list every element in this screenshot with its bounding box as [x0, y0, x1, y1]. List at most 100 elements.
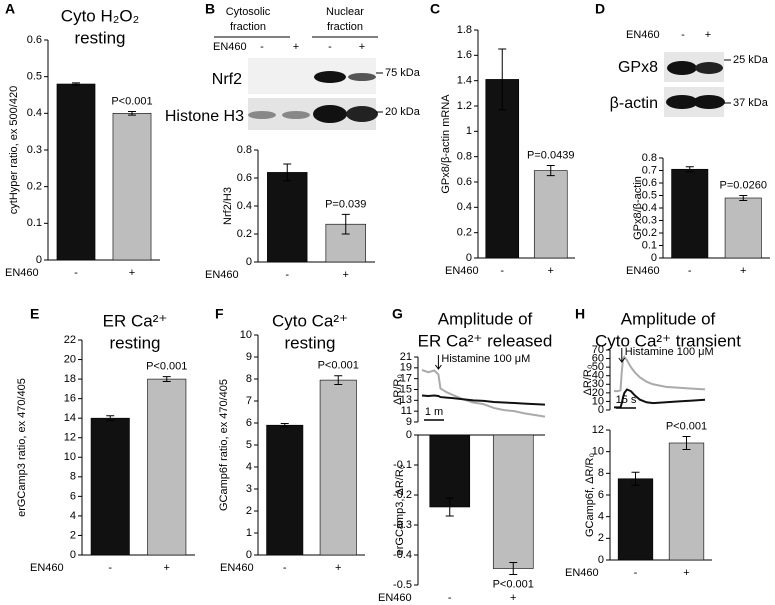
lane: +: [705, 29, 711, 41]
y-tick-label: 2: [246, 505, 252, 517]
blot-column: fraction: [327, 21, 363, 33]
marker: 75 kDa: [385, 67, 421, 79]
x-tick-label: -: [74, 267, 78, 279]
y-tick-label: 0: [246, 549, 252, 561]
y-axis-label: Nrf2/H3: [222, 187, 234, 225]
p-value: P=0.0260: [720, 179, 767, 191]
error-bar: [682, 436, 691, 450]
panel-letter: D: [595, 1, 605, 17]
y-tick-label: 5: [246, 439, 252, 451]
bar: [112, 113, 152, 261]
y-axis-label: GPx8/β-actin: [632, 176, 644, 240]
chart-title: ER Ca²⁺ released: [418, 331, 553, 350]
chart-title: ER Ca²⁺: [103, 311, 168, 330]
panel-letter: A: [5, 1, 15, 17]
error-bar: [445, 497, 454, 517]
y-tick-label: 0.4: [27, 107, 42, 119]
error-bar: [685, 166, 694, 173]
error-bar: [162, 376, 171, 383]
error-bar: [106, 415, 115, 422]
y-tick-label: 12: [592, 424, 604, 436]
band: [346, 106, 378, 122]
y-tick-label: 0.8: [237, 144, 252, 156]
x-tick-label: +: [343, 269, 349, 281]
y-tick-label: 0.5: [27, 71, 42, 83]
stimulus-arrow: [618, 348, 626, 363]
trace: [614, 355, 706, 393]
p-value: P=0.0439: [527, 149, 574, 161]
x-tick-label: -: [688, 265, 692, 277]
y-tick-label: 0.6: [457, 176, 472, 188]
y-tick-label: 2: [70, 529, 76, 541]
y-tick-label: 0.2: [27, 181, 42, 193]
lane: +: [293, 41, 299, 53]
y-tick-label: 20: [64, 353, 76, 365]
y-tick-label: 8: [598, 467, 604, 479]
y-tick-label: 6: [70, 490, 76, 502]
chart-title: Cyto H₂O₂: [61, 6, 139, 25]
y-tick-label: -0.4: [393, 549, 412, 561]
p-value: P<0.001: [146, 361, 187, 373]
y-tick-label: 0.2: [457, 227, 472, 239]
y-tick-label: 0.3: [27, 144, 42, 156]
lane: -: [328, 41, 332, 53]
lane: -: [681, 29, 685, 41]
y-tick-label: 9: [246, 351, 252, 363]
x-axis-label: EN460: [445, 265, 479, 277]
bar: [617, 478, 654, 561]
y-tick-label: 1: [246, 527, 252, 539]
y-tick-label: -0.2: [393, 489, 412, 501]
y-tick-label: 0.8: [642, 152, 657, 164]
bar: [668, 442, 705, 561]
y-axis-label: erGCamp3 ratio, ex 470/405: [16, 378, 28, 517]
band: [282, 111, 310, 119]
marker: 37 kDa: [733, 97, 769, 109]
y-tick-label: 21: [400, 351, 412, 363]
y-tick-label: 0: [466, 252, 472, 264]
error-bar: [283, 163, 292, 182]
stimulus-label: Histamine 100 μM: [441, 353, 530, 365]
blot-row: Nrf2: [212, 71, 242, 88]
bar: [724, 197, 762, 259]
p-value: P<0.001: [111, 95, 152, 107]
error-bar: [280, 422, 289, 428]
y-tick-label: 1.2: [457, 100, 472, 112]
y-axis-label: erGCamp3, ΔR/R₀: [394, 465, 406, 556]
panel-letter: F: [215, 306, 224, 322]
bar: [671, 168, 709, 259]
y-tick-label: 1: [466, 125, 472, 137]
y-tick-label: 15: [400, 383, 412, 395]
blot-column: Cytosolic: [226, 6, 271, 18]
y-tick-label: 9: [406, 416, 412, 428]
blot-b: Cytosolic fraction Nuclear fraction EN46…: [165, 6, 421, 130]
y-tick-label: 0: [598, 404, 604, 416]
y-tick-label: 19: [400, 362, 412, 374]
x-tick-label: -: [448, 592, 452, 604]
error-bar: [739, 195, 748, 201]
panel-letter: H: [575, 306, 585, 322]
y-tick-label: 22: [64, 334, 76, 346]
y-tick-label: 0.2: [237, 228, 252, 240]
y-tick-label: 11: [401, 405, 412, 417]
p-value: P<0.001: [666, 420, 707, 432]
x-tick-label: +: [740, 265, 746, 277]
scale-label: 15 s: [616, 394, 637, 406]
bar: [147, 378, 187, 556]
stimulus-label: Histamine 100 μM: [625, 346, 714, 358]
y-tick-label: 4: [70, 510, 76, 522]
y-tick-label: 0: [36, 254, 42, 266]
band: [693, 95, 725, 109]
chart-title: Cyto Ca²⁺ transient: [595, 331, 741, 350]
error-bar: [128, 111, 136, 116]
bar: [319, 379, 357, 556]
y-tick-label: 40: [592, 370, 604, 382]
error-bar: [334, 375, 343, 385]
p-value: P<0.001: [318, 360, 359, 372]
y-axis-label: cytHyper ratio, ex 500/420: [8, 86, 20, 214]
error-bar: [631, 471, 640, 486]
y-tick-label: 10: [592, 395, 604, 407]
chart-title: resting: [284, 333, 335, 352]
x-axis-label: EN460: [5, 267, 39, 279]
y-tick-label: 1.4: [457, 75, 472, 87]
